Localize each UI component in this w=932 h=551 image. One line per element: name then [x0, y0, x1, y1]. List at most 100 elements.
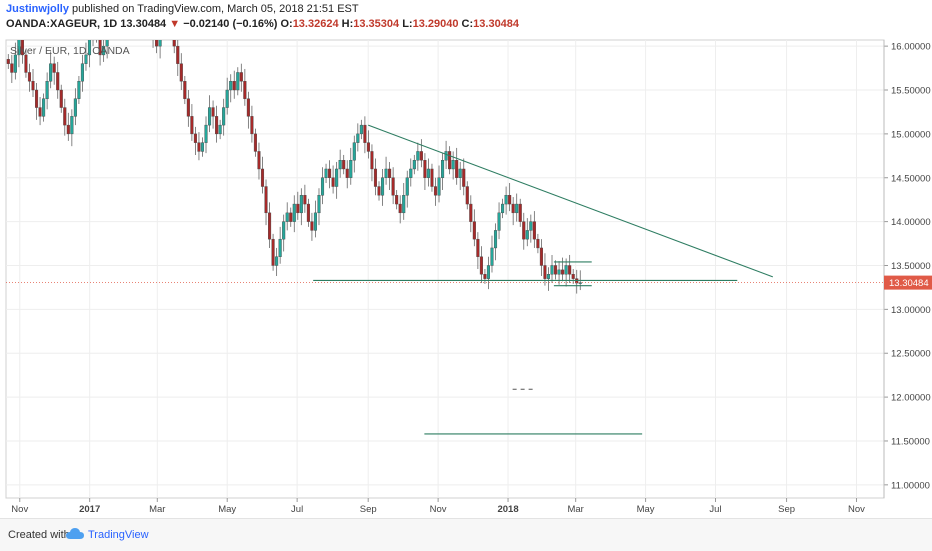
x-tick-label: 2017	[79, 504, 100, 515]
y-tick-label: 11.00000	[891, 480, 930, 491]
candle	[532, 221, 536, 240]
author-link[interactable]: Justinwjolly	[6, 3, 69, 15]
candle	[426, 168, 430, 178]
candle	[515, 203, 519, 214]
price-chart[interactable]: 16.00000 15.50000 15.00000 14.50000 14.00000…	[0, 36, 932, 518]
candle	[310, 221, 314, 231]
candle	[52, 63, 56, 73]
candle	[546, 274, 551, 279]
tradingview-brand-link[interactable]: TradingView	[88, 529, 149, 541]
candle	[95, 36, 98, 37]
candle	[87, 40, 92, 56]
x-tick-label: 2018	[497, 504, 518, 515]
x-tick-label: Nov	[11, 504, 28, 515]
candle	[430, 168, 434, 187]
change-arrow-icon: ▼	[169, 18, 181, 30]
candle	[176, 45, 180, 64]
open-value: 13.32624	[292, 18, 339, 30]
candle	[508, 195, 512, 205]
candle	[451, 160, 455, 170]
candle	[320, 177, 325, 196]
y-tick-label: 12.50000	[891, 349, 931, 360]
candle	[518, 203, 522, 222]
candle	[483, 274, 487, 279]
candle	[24, 54, 28, 73]
candle	[92, 36, 95, 37]
candle	[239, 72, 243, 82]
candle	[359, 124, 363, 135]
candle	[200, 142, 205, 152]
change-value: −0.02140 (−0.16%)	[183, 18, 278, 30]
candle	[409, 168, 413, 178]
y-tick-label: 11.50000	[891, 436, 930, 447]
candle	[479, 256, 483, 275]
candle	[402, 195, 406, 214]
candle	[561, 269, 565, 275]
candle	[253, 133, 257, 152]
candle	[433, 186, 438, 196]
candle	[31, 81, 35, 91]
candle	[225, 89, 229, 108]
candle	[260, 168, 265, 187]
x-tick-label: Nov	[430, 504, 447, 515]
x-tick-label: Mar	[149, 504, 165, 515]
candle	[441, 160, 445, 178]
x-tick-label: Mar	[567, 504, 583, 515]
candle	[73, 98, 77, 117]
created-with-text: Created with	[8, 529, 70, 541]
candle	[511, 203, 515, 214]
candle	[17, 40, 21, 56]
publish-info: Justinwjolly published on TradingView.co…	[6, 3, 359, 15]
x-tick-label: Nov	[848, 504, 865, 515]
candle	[525, 230, 529, 240]
candle	[275, 256, 279, 266]
candle	[317, 195, 321, 214]
candle	[84, 54, 88, 64]
candle	[292, 203, 296, 222]
symbol: OANDA:XAGEUR, 1D	[6, 18, 118, 30]
candle	[497, 212, 501, 231]
candle	[158, 40, 162, 47]
candle	[98, 40, 102, 56]
candle	[155, 40, 159, 47]
candle	[423, 160, 427, 178]
candle	[501, 203, 505, 214]
published-text: published on TradingView.com, March 05, …	[68, 3, 359, 15]
candle	[42, 98, 46, 117]
candle	[282, 221, 286, 240]
candle	[465, 186, 469, 205]
candle	[77, 81, 81, 99]
chart-legend: Silver / EUR, 1D, OANDA	[10, 45, 130, 57]
candle	[229, 81, 233, 91]
candle	[289, 212, 293, 222]
candle	[553, 265, 558, 275]
candle	[218, 124, 222, 135]
y-tick-label: 16.00000	[891, 42, 931, 53]
candle	[250, 116, 254, 135]
candle	[444, 151, 448, 161]
candle	[349, 160, 353, 178]
candle	[490, 247, 494, 266]
candle	[373, 168, 378, 187]
close-label: C:	[461, 18, 474, 30]
candle	[152, 36, 155, 37]
candle	[324, 168, 328, 178]
y-tick-label: 15.50000	[891, 86, 931, 97]
candle	[504, 195, 508, 205]
candle	[257, 151, 261, 170]
candle	[63, 107, 67, 126]
y-tick-label: 13.00000	[891, 305, 931, 316]
candle	[285, 212, 289, 222]
candle	[342, 160, 346, 170]
x-tick-label: Jul	[291, 504, 303, 515]
candle	[419, 151, 423, 161]
candle	[398, 203, 402, 214]
candle	[345, 168, 349, 178]
candle	[27, 72, 32, 82]
candle	[59, 89, 63, 108]
candle	[448, 151, 452, 170]
candle	[211, 107, 215, 117]
candle	[303, 195, 307, 205]
candle	[472, 221, 476, 240]
candle	[568, 265, 572, 275]
